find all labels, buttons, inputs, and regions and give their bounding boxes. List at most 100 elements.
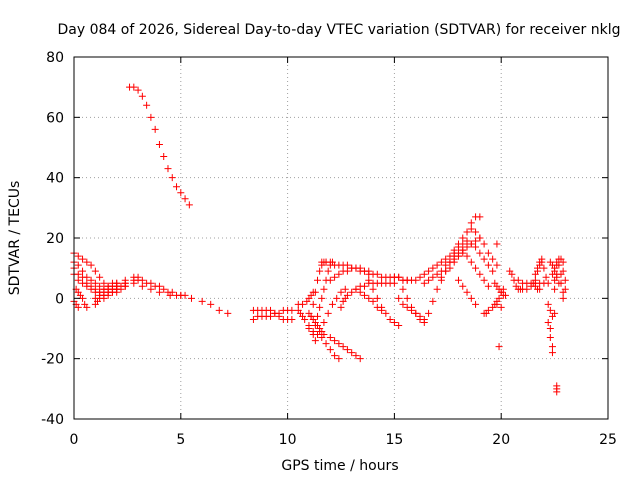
series-arc-10h-b: [294, 306, 309, 323]
data-point: [151, 282, 159, 290]
data-point: [117, 285, 125, 293]
series-arc-12h-a: [326, 334, 364, 363]
axis-ticks: 0 5 10 15 20 25 -40 -20 0 20 40 60 80: [41, 50, 617, 448]
series-arc-22h-b: [544, 300, 559, 320]
data-point: [100, 279, 108, 287]
data-point: [493, 261, 501, 269]
data-point: [343, 291, 351, 299]
data-point: [559, 294, 567, 302]
data-point: [331, 273, 339, 281]
data-point: [74, 276, 82, 284]
data-point: [326, 334, 334, 342]
chart-title: Day 084 of 2026, Sidereal Day-to-day VTE…: [58, 22, 621, 38]
data-point: [147, 113, 155, 121]
data-point: [74, 261, 82, 269]
data-point: [121, 282, 129, 290]
data-point: [341, 285, 349, 293]
data-point: [318, 334, 326, 342]
series-arc-descending-high: [126, 83, 193, 209]
data-point: [104, 291, 112, 299]
data-point: [454, 252, 462, 260]
data-point: [299, 300, 307, 308]
data-point: [489, 267, 497, 275]
data-point: [546, 334, 554, 342]
series-arc-11h-down: [305, 309, 328, 339]
data-point: [433, 270, 441, 278]
data-point: [147, 285, 155, 293]
data-point: [382, 309, 390, 317]
data-point: [322, 340, 330, 348]
data-point: [360, 267, 368, 275]
data-point: [134, 86, 142, 94]
data-point: [177, 189, 185, 197]
data-point: [155, 288, 163, 296]
data-point: [476, 270, 484, 278]
data-point: [275, 312, 283, 320]
y-tick-label: 20: [46, 231, 64, 247]
data-point: [407, 306, 415, 314]
series-arc-18h-b: [463, 225, 501, 269]
data-point: [164, 165, 172, 173]
data-point: [442, 255, 450, 263]
data-point: [83, 303, 91, 311]
data-point: [463, 252, 471, 260]
data-point: [442, 267, 450, 275]
data-point: [267, 312, 275, 320]
data-point: [463, 228, 471, 236]
data-point: [403, 303, 411, 311]
data-point: [501, 291, 509, 299]
data-point: [390, 279, 398, 287]
data-point: [352, 352, 360, 360]
data-point: [546, 306, 554, 314]
data-point: [311, 337, 319, 345]
data-point: [160, 153, 168, 161]
data-point: [138, 282, 146, 290]
data-point: [181, 195, 189, 203]
data-point: [320, 318, 328, 326]
y-tick-label: 0: [55, 291, 64, 307]
data-point: [318, 294, 326, 302]
data-point: [187, 294, 195, 302]
data-point: [480, 240, 488, 248]
series-arc-17h-a: [437, 249, 492, 290]
data-point: [416, 312, 424, 320]
data-point: [326, 346, 334, 354]
data-point: [386, 315, 394, 323]
series-arc-15h-c: [395, 294, 428, 323]
data-point: [531, 270, 539, 278]
data-point: [467, 240, 475, 248]
series-arc-17h-b: [446, 240, 497, 275]
data-point: [335, 355, 343, 363]
data-point: [249, 315, 257, 323]
data-point: [437, 273, 445, 281]
x-tick-label: 5: [176, 432, 185, 448]
data-point: [476, 249, 484, 257]
series-arc-22h-f: [553, 382, 561, 396]
data-point: [337, 303, 345, 311]
data-point: [551, 267, 559, 275]
data-point: [493, 240, 501, 248]
data-point: [395, 321, 403, 329]
data-point: [177, 291, 185, 299]
data-point: [267, 306, 275, 314]
data-point: [83, 282, 91, 290]
series-arc-19h-b: [493, 240, 501, 248]
data-point: [369, 297, 377, 305]
data-point: [538, 258, 546, 266]
data-point: [523, 285, 531, 293]
data-point: [395, 273, 403, 281]
y-tick-label: -20: [41, 352, 64, 368]
data-point: [343, 261, 351, 269]
data-point: [108, 288, 116, 296]
data-point: [198, 297, 206, 305]
data-point: [91, 279, 99, 287]
data-point: [425, 309, 433, 317]
data-point: [442, 261, 450, 269]
data-point: [185, 201, 193, 209]
data-point: [484, 282, 492, 290]
data-point: [224, 309, 232, 317]
series-arc-21h-b: [531, 258, 552, 287]
data-point: [331, 352, 339, 360]
series-arc-13h-c: [352, 285, 386, 314]
data-point: [96, 273, 104, 281]
